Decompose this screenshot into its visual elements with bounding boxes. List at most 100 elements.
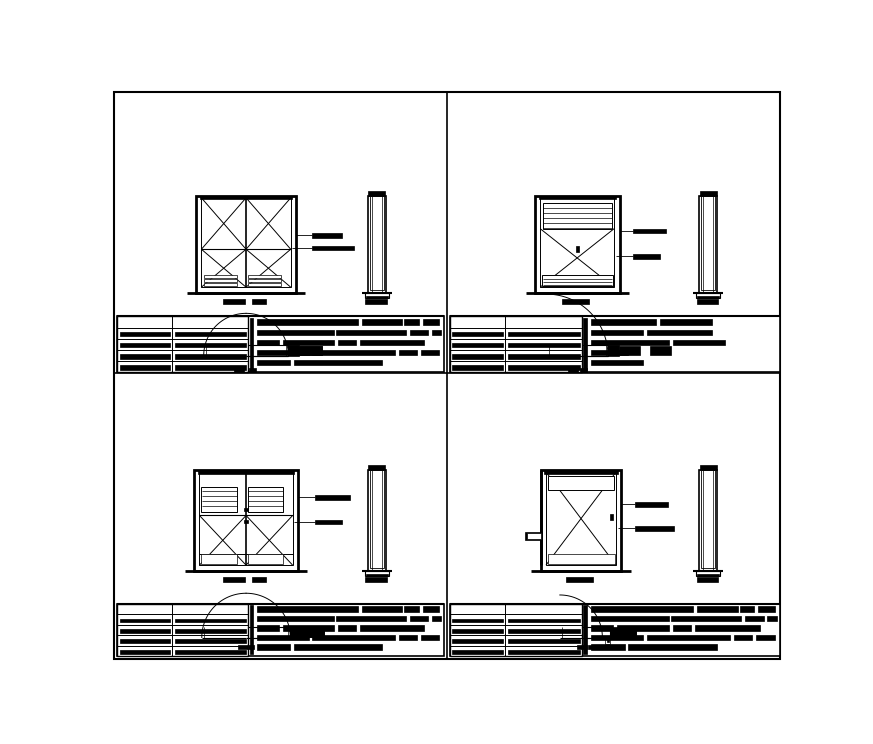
Bar <box>546 470 616 565</box>
Bar <box>250 318 253 371</box>
Bar <box>697 300 718 304</box>
Bar <box>258 339 279 345</box>
Bar <box>591 616 669 621</box>
Bar <box>452 629 503 633</box>
Bar <box>118 316 248 372</box>
Bar <box>249 368 256 372</box>
Bar <box>120 629 170 633</box>
Bar <box>288 345 299 356</box>
Bar <box>301 627 324 637</box>
Bar <box>360 339 424 345</box>
Bar <box>404 319 419 325</box>
Bar <box>591 319 656 325</box>
Bar <box>591 350 629 355</box>
Bar <box>360 626 424 631</box>
Bar <box>756 635 774 640</box>
Bar <box>312 246 354 250</box>
Bar <box>535 345 546 356</box>
Bar <box>696 292 720 298</box>
Bar <box>244 507 248 511</box>
Bar <box>338 339 356 345</box>
Bar <box>258 360 291 365</box>
Bar <box>315 520 342 525</box>
Bar <box>248 554 284 564</box>
Bar <box>577 645 588 649</box>
Bar <box>734 635 753 640</box>
Bar <box>244 520 248 523</box>
Bar <box>542 203 612 228</box>
Bar <box>294 644 382 650</box>
Bar <box>366 577 387 582</box>
Bar <box>175 629 246 633</box>
Bar <box>431 330 441 335</box>
Bar <box>508 618 580 623</box>
Bar <box>120 343 170 347</box>
Bar <box>548 476 614 490</box>
Bar <box>175 618 246 623</box>
Bar <box>526 533 540 539</box>
Bar <box>258 616 334 621</box>
Bar <box>223 577 244 582</box>
Bar <box>647 635 730 640</box>
Bar <box>200 196 292 199</box>
Bar <box>365 571 389 576</box>
Bar <box>508 332 580 336</box>
Bar <box>248 279 281 282</box>
Bar <box>450 603 582 656</box>
Bar <box>252 577 266 582</box>
Bar <box>698 574 718 576</box>
Bar <box>591 360 643 365</box>
Bar <box>431 616 441 621</box>
Bar <box>508 354 580 359</box>
Bar <box>697 606 738 612</box>
Bar <box>508 650 580 654</box>
Bar <box>660 319 711 325</box>
Bar <box>670 616 741 621</box>
Bar <box>362 606 402 612</box>
Bar <box>368 470 386 571</box>
Bar <box>194 470 298 571</box>
Bar <box>452 332 503 336</box>
Bar <box>199 470 292 565</box>
Bar <box>629 644 718 650</box>
Bar <box>336 330 406 335</box>
Bar <box>634 228 666 234</box>
Bar <box>539 196 615 199</box>
Bar <box>508 629 580 633</box>
Bar <box>203 283 237 286</box>
Bar <box>366 295 388 298</box>
Bar <box>673 339 725 345</box>
Bar <box>234 368 244 372</box>
Bar <box>198 470 294 473</box>
Bar <box>315 495 349 500</box>
Bar <box>607 639 609 642</box>
Bar <box>739 606 754 612</box>
Bar <box>120 639 170 644</box>
Bar <box>591 330 643 335</box>
Bar <box>196 196 296 292</box>
Bar <box>591 606 693 612</box>
Bar <box>252 300 266 304</box>
Bar <box>193 345 203 356</box>
Bar <box>514 346 535 355</box>
Bar <box>452 618 503 623</box>
Bar <box>588 645 595 649</box>
Bar <box>203 279 237 282</box>
Bar <box>621 627 636 637</box>
Bar <box>647 330 711 335</box>
Bar <box>248 283 281 286</box>
Bar <box>421 635 439 640</box>
Bar <box>370 470 384 568</box>
Bar <box>575 246 579 252</box>
Bar <box>238 645 254 649</box>
Bar <box>250 605 253 655</box>
Bar <box>283 339 334 345</box>
Bar <box>368 196 386 292</box>
Bar <box>191 626 202 638</box>
Bar <box>452 639 503 644</box>
Bar <box>535 196 620 292</box>
Bar <box>619 346 640 355</box>
Bar <box>697 577 718 582</box>
Bar <box>120 618 170 623</box>
Bar <box>283 626 334 631</box>
